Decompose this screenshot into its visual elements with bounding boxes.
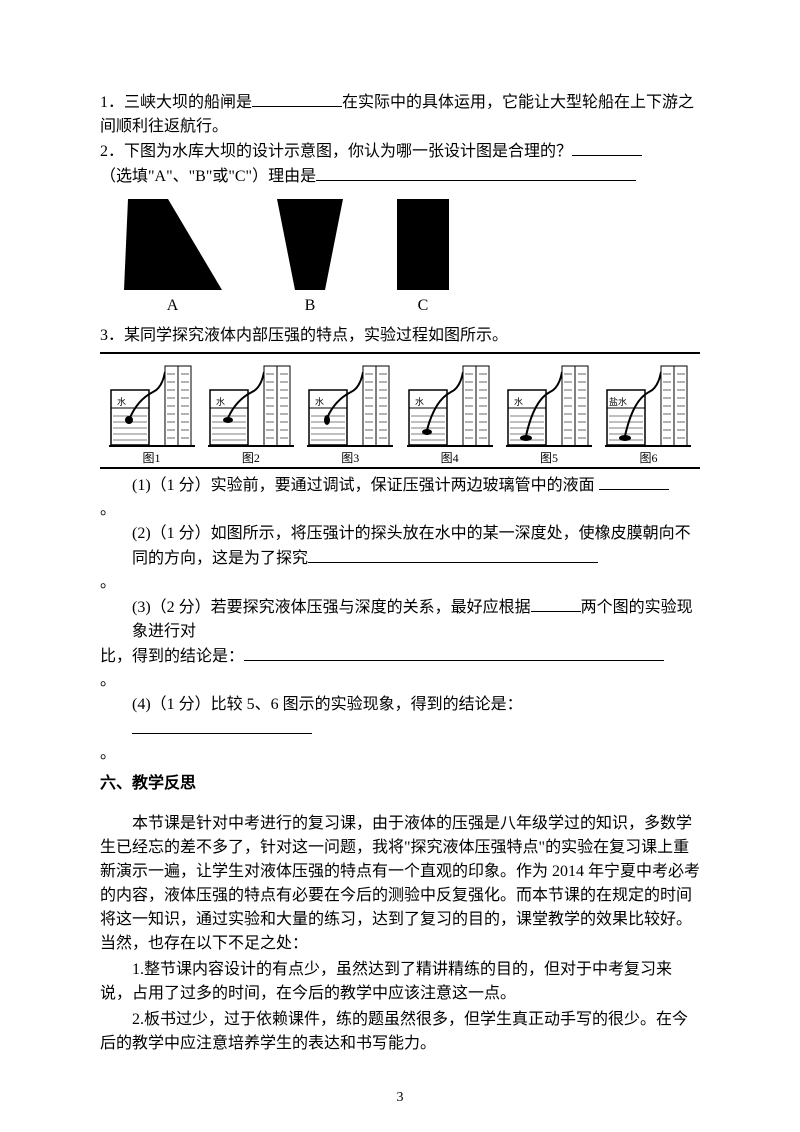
q3-sub1-pre: (1)（1 分）实验前，要通过调试，保证压强计两边玻璃管中的液面 — [132, 477, 595, 494]
q3-intro-text: 某同学探究液体内部压强的特点，实验过程如图所示。 — [124, 327, 508, 344]
q3-sub3-cmp: 比，得到的结论是： — [100, 648, 244, 665]
dam-a-shape — [120, 197, 225, 292]
exp-svg-3: 水 — [305, 360, 395, 450]
experiment-figure: 水 图1 — [100, 352, 700, 469]
q2-note: （选填"A"、"B"或"C"）理由是 — [100, 168, 316, 185]
q3-sub3-pre: (3)（2 分）若要探究液体压强与深度的关系，最好应根据 — [132, 599, 531, 616]
q3-sub2-blank — [308, 546, 598, 563]
q3-sub1-blank — [599, 473, 669, 490]
page: 1．三峡大坝的船闸是在实际中的具体运用，它能让大型轮船在上下游之间顺利往返航行。… — [0, 0, 800, 1132]
exp-caption-2: 图2 — [203, 452, 298, 465]
q3-sub3-blank2 — [244, 644, 664, 661]
dam-c-label: C — [395, 294, 451, 318]
q3-intro: 3．某同学探究液体内部压强的特点，实验过程如图所示。 — [100, 324, 700, 348]
reflect-title: 六、教学反思 — [100, 772, 700, 796]
q3-sub2: (2)（1 分）如图所示，将压强计的探头放在水中的某一深度处，使橡皮膜朝向不同的… — [100, 522, 700, 571]
q3-sub3a: (3)（2 分）若要探究液体压强与深度的关系，最好应根据两个图的实验现象进行对 — [100, 595, 700, 644]
exp-caption-4: 图4 — [402, 452, 497, 465]
q3-num: 3． — [100, 327, 124, 344]
q2-line2: （选填"A"、"B"或"C"）理由是 — [100, 164, 700, 189]
q2-blank1 — [572, 139, 642, 156]
exp-caption-6: 图6 — [601, 452, 696, 465]
reflect-p1: 本节课是针对中考进行的复习课，由于液体的压强是八年级学过的知识，多数学生已经忘的… — [100, 812, 700, 956]
q3-sub3-blank1 — [531, 595, 581, 612]
dam-a-label: A — [120, 294, 225, 318]
exp-cell-6: 盐水 图6 — [601, 360, 696, 465]
liquid-label-2: 水 — [216, 396, 225, 407]
dam-a-item: A — [120, 197, 225, 318]
liquid-label-6: 盐水 — [609, 396, 627, 407]
q3-sub2-period: 。 — [100, 571, 700, 595]
exp-svg-2: 水 — [206, 360, 296, 450]
exp-caption-5: 图5 — [502, 452, 597, 465]
q1-line: 1．三峡大坝的船闸是在实际中的具体运用，它能让大型轮船在上下游之间顺利往返航行。 — [100, 90, 700, 139]
exp-svg-1: 水 — [107, 360, 197, 450]
q3-sub1: (1)（1 分）实验前，要通过调试，保证压强计两边玻璃管中的液面 — [100, 473, 700, 498]
q3-sub4-pre: (4)（1 分）比较 5、6 图示的实验现象，得到的结论是： — [132, 696, 523, 713]
dam-c-shape — [395, 197, 451, 292]
exp-caption-1: 图1 — [104, 452, 199, 465]
exp-svg-4: 水 — [405, 360, 495, 450]
q1-blank — [252, 90, 342, 107]
q3-sub4: (4)（1 分）比较 5、6 图示的实验现象，得到的结论是： — [100, 693, 700, 742]
q2-line1: 2．下图为水库大坝的设计示意图，你认为哪一张设计图是合理的？ — [100, 139, 700, 164]
exp-cell-5: 水 图5 — [502, 360, 597, 465]
exp-cell-4: 水 图4 — [402, 360, 497, 465]
q3-sub1-period: 。 — [100, 498, 700, 522]
dam-c-item: C — [395, 197, 451, 318]
q3-sub4-blank — [132, 717, 312, 734]
exp-svg-6: 盐水 — [603, 360, 693, 450]
page-number: 3 — [0, 1087, 800, 1108]
liquid-label-3: 水 — [315, 396, 324, 407]
dam-b-shape — [275, 197, 345, 292]
q1-num: 1． — [100, 94, 124, 111]
q1-pre: 三峡大坝的船闸是 — [124, 94, 252, 111]
reflect-p2: 1.整节课内容设计的有点少，虽然达到了精讲精练的目的，但对于中考复习来说，占用了… — [100, 958, 700, 1006]
q3-sub3b: 比，得到的结论是： — [100, 644, 700, 669]
liquid-label-1: 水 — [117, 396, 126, 407]
reflect-p3: 2.板书过少，过于依赖课件，练的题虽然很多，但学生真正动手写的很少。在今后的教学… — [100, 1008, 700, 1056]
q3-sub3-period: 。 — [100, 669, 700, 693]
exp-svg-5: 水 — [504, 360, 594, 450]
dam-b-label: B — [275, 294, 345, 318]
q2-blank2 — [316, 164, 636, 181]
q3-sub4-period: 。 — [100, 742, 700, 766]
liquid-label-4: 水 — [415, 396, 424, 407]
exp-caption-3: 图3 — [303, 452, 398, 465]
dam-shapes-row: A B C — [120, 197, 700, 318]
dam-b-item: B — [275, 197, 345, 318]
exp-cell-2: 水 图2 — [203, 360, 298, 465]
q2-num: 2． — [100, 143, 124, 160]
exp-cell-3: 水 图3 — [303, 360, 398, 465]
exp-cell-1: 水 图1 — [104, 360, 199, 465]
liquid-label-5: 水 — [514, 396, 523, 407]
q2-pre: 下图为水库大坝的设计示意图，你认为哪一张设计图是合理的？ — [124, 143, 572, 160]
